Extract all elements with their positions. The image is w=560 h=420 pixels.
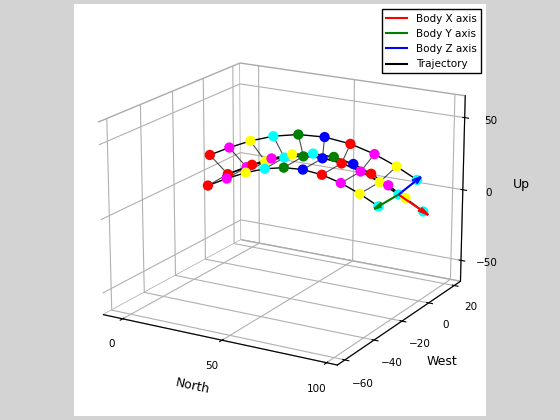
Legend: Body X axis, Body Y axis, Body Z axis, Trajectory: Body X axis, Body Y axis, Body Z axis, T…	[382, 9, 480, 74]
X-axis label: North: North	[174, 377, 211, 397]
Y-axis label: West: West	[427, 354, 458, 368]
